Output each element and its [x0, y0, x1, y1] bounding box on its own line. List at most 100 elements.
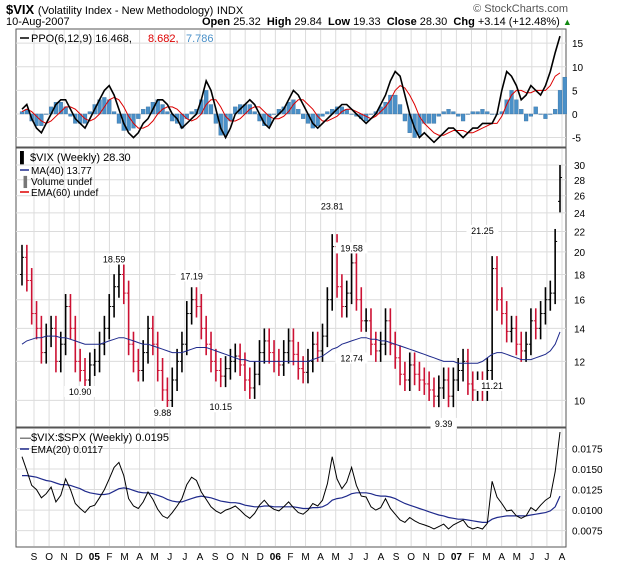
x-tick-label: S — [393, 552, 400, 563]
ppo-histogram-bar — [431, 113, 437, 124]
ppo-histogram-bar — [315, 113, 320, 126]
x-tick-label: O — [45, 552, 53, 563]
ppo-histogram-bar — [58, 102, 63, 115]
ratio-y-tick-label: 0.0075 — [572, 527, 603, 538]
ppo-histogram-bar — [470, 111, 475, 115]
ppo-histogram-bar — [441, 111, 446, 115]
price-y-tick-label: 18 — [574, 270, 586, 281]
x-tick-label: F — [468, 552, 474, 563]
x-tick-label: A — [498, 552, 505, 563]
ppo-histogram-bar — [112, 111, 117, 115]
ppo-histogram-bar — [509, 90, 514, 115]
price-annotation: 17.19 — [180, 271, 203, 281]
price-y-tick-label: 20 — [574, 248, 586, 259]
annotation-bg — [335, 352, 368, 364]
high-label: High — [266, 16, 292, 28]
ppo-histogram-bar — [126, 113, 131, 131]
symbol-title: $VIX (Volatility Index - New Methodology… — [6, 2, 243, 17]
x-tick-label: O — [226, 552, 234, 563]
annotation-bg — [466, 224, 499, 236]
ppo-histogram-bar — [548, 113, 553, 115]
ppo-histogram-bar — [320, 113, 325, 117]
price-y-tick-label: 14 — [574, 324, 586, 335]
ppo-line — [21, 35, 561, 144]
price-y-tick-label: 12 — [574, 357, 586, 368]
brand-watermark: © StockCharts.com — [473, 3, 568, 15]
ppo-legend-value: PPO(6,12,9) 16.468, — [31, 33, 132, 45]
ppo-histogram-bar — [393, 94, 398, 115]
x-tick-label: O — [407, 552, 415, 563]
ma-legend-value: MA(40) 13.77 — [31, 166, 92, 177]
ppo-y-tick-label: -5 — [572, 134, 581, 145]
ppo-y-tick-label: 0 — [572, 110, 578, 121]
ppo-histogram-bar — [451, 111, 456, 115]
ratio-ema-line — [22, 475, 561, 523]
x-tick-label: 07 — [451, 552, 463, 563]
ppo-histogram-bar — [402, 113, 407, 122]
ppo-histogram-bar — [436, 113, 441, 117]
x-tick-label: D — [257, 552, 264, 563]
ppo-hist-legend-value: 7.786 — [186, 33, 214, 45]
ohlc-readout: Open 25.32 High 29.84 Low 19.33 Close 28… — [202, 16, 572, 28]
ppo-histogram-bar — [519, 109, 524, 115]
ppo-histogram-bar — [252, 111, 257, 115]
ppo-histogram-bar — [427, 113, 432, 124]
x-tick-label: N — [61, 552, 68, 563]
ppo-histogram-bar — [218, 113, 223, 136]
chg-label: Chg — [453, 16, 475, 28]
annotation-bg — [430, 417, 457, 429]
ratio-y-tick-label: 0.0150 — [572, 465, 603, 476]
ppo-histogram-bar — [34, 113, 39, 126]
annotation-bg — [64, 385, 97, 397]
ppo-histogram-bar — [116, 113, 122, 124]
open-value: 25.32 — [233, 16, 261, 28]
exchange: INDX — [216, 5, 244, 17]
price-annotation: 18.59 — [103, 255, 126, 265]
price-annotation: 10.90 — [69, 387, 92, 397]
volume-icon: ▐ — [20, 175, 28, 189]
ppo-histogram-bar — [204, 90, 209, 115]
ppo-histogram-bar — [325, 111, 330, 115]
ppo-histogram-bar — [523, 113, 529, 122]
ppo-histogram-bar — [456, 113, 461, 117]
ppo-histogram-bar — [68, 113, 73, 117]
price-annotation: 21.25 — [471, 226, 494, 236]
ppo-histogram-bar — [553, 109, 558, 115]
ratio-line — [21, 431, 561, 530]
price-annotation: 23.81 — [321, 202, 344, 212]
x-tick-label: M — [151, 552, 159, 563]
price-y-tick-label: 24 — [574, 209, 586, 220]
chg-value: +3.14 (+12.48%) — [477, 16, 560, 28]
ppo-histogram-bar — [562, 76, 567, 115]
annotation-bg — [204, 401, 237, 413]
price-annotation: 9.39 — [435, 419, 453, 429]
x-tick-label: J — [544, 552, 549, 563]
ppo-histogram-bar — [504, 99, 509, 115]
ppo-histogram-bar — [189, 111, 194, 115]
close-value: 28.30 — [419, 16, 448, 28]
ppo-y-tick-label: 10 — [572, 63, 584, 74]
ratio-y-tick-label: 0.0100 — [572, 506, 603, 517]
volume-legend-value: Volume undef — [31, 177, 92, 188]
ppo-histogram-bar — [475, 111, 480, 115]
ppo-histogram-bar — [141, 109, 146, 115]
ppo-histogram-bar — [557, 90, 563, 115]
ppo-histogram-bar — [397, 104, 403, 115]
x-tick-label: D — [76, 552, 83, 563]
ppo-histogram-bar — [383, 102, 388, 115]
x-tick-label: A — [378, 552, 385, 563]
annotation-bg — [149, 407, 176, 419]
ppo-histogram-bar — [538, 113, 543, 115]
x-tick-label: 05 — [89, 552, 101, 563]
x-tick-label: J — [182, 552, 187, 563]
ppo-histogram-bar — [490, 113, 495, 115]
ppo-histogram-bar — [296, 109, 301, 115]
price-annotation: 12.74 — [340, 354, 363, 364]
symbol-description: (Volatility Index - New Methodology) — [37, 5, 214, 17]
ppo-panel-frame — [15, 28, 567, 148]
x-tick-label: A — [136, 552, 143, 563]
ppo-y-tick-label: 15 — [572, 39, 584, 50]
ppo-histogram-bar — [368, 113, 374, 115]
price-annotation: 9.88 — [154, 408, 172, 418]
